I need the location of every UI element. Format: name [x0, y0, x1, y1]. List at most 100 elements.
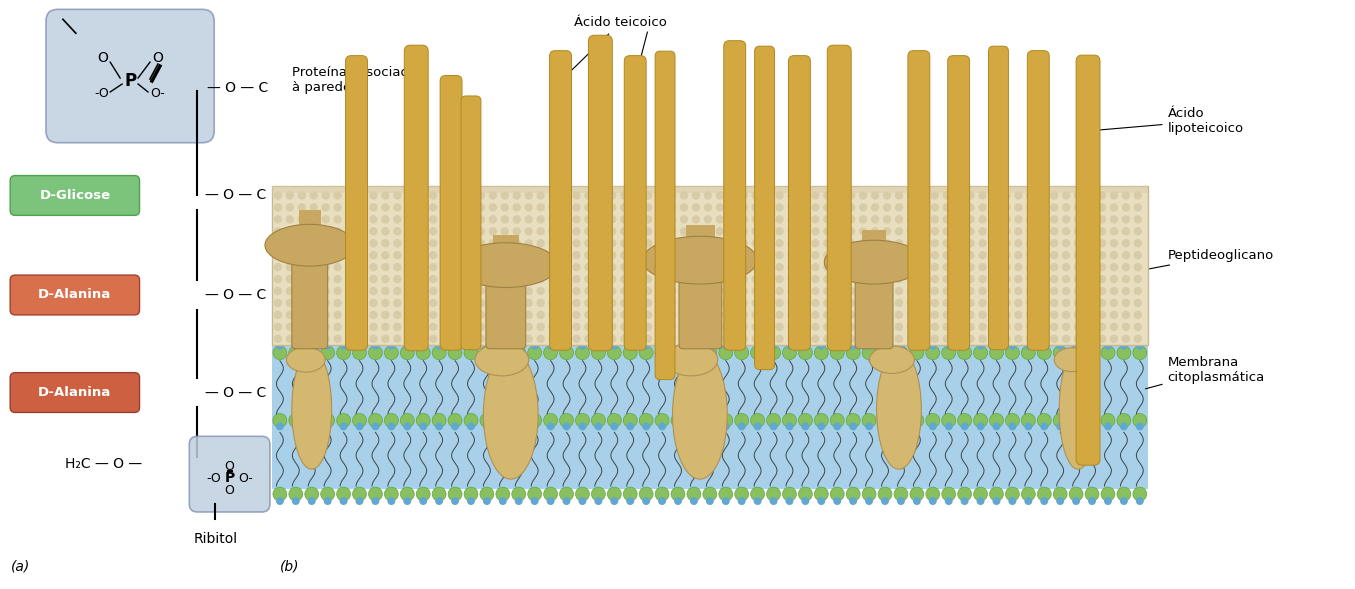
Circle shape [275, 192, 282, 199]
Circle shape [561, 264, 568, 270]
Circle shape [776, 312, 783, 319]
Circle shape [585, 264, 592, 270]
Circle shape [394, 204, 401, 211]
Text: O: O [225, 459, 234, 473]
Circle shape [1075, 312, 1081, 319]
Circle shape [931, 192, 938, 199]
Circle shape [335, 252, 341, 259]
Circle shape [275, 299, 282, 306]
Circle shape [668, 264, 676, 270]
Circle shape [382, 192, 389, 199]
Circle shape [991, 192, 999, 199]
Circle shape [477, 276, 485, 283]
Circle shape [442, 264, 449, 270]
Text: — O — C: — O — C [205, 288, 267, 302]
Circle shape [1075, 299, 1081, 306]
Circle shape [717, 299, 724, 306]
Ellipse shape [286, 348, 325, 372]
Circle shape [740, 252, 747, 259]
Circle shape [782, 346, 797, 360]
Circle shape [1024, 422, 1033, 431]
Circle shape [394, 228, 401, 235]
Circle shape [526, 204, 533, 211]
Circle shape [1134, 335, 1141, 342]
Circle shape [633, 216, 640, 223]
Circle shape [1087, 216, 1093, 223]
Text: D-Glicose: D-Glicose [39, 189, 110, 202]
Circle shape [824, 204, 831, 211]
Circle shape [370, 228, 377, 235]
Circle shape [298, 264, 305, 270]
Circle shape [454, 252, 461, 259]
Circle shape [573, 240, 580, 247]
FancyBboxPatch shape [346, 55, 367, 350]
Circle shape [812, 312, 818, 319]
Circle shape [405, 299, 413, 306]
Circle shape [501, 192, 508, 199]
Circle shape [573, 264, 580, 270]
Circle shape [352, 487, 366, 501]
Circle shape [543, 487, 557, 501]
Circle shape [322, 264, 329, 270]
Circle shape [680, 335, 687, 342]
Circle shape [961, 342, 969, 350]
Circle shape [864, 497, 873, 505]
Circle shape [645, 240, 652, 247]
Circle shape [657, 335, 664, 342]
Circle shape [850, 342, 858, 350]
Circle shape [883, 335, 890, 342]
Circle shape [687, 413, 701, 428]
Text: P: P [225, 471, 234, 485]
Circle shape [526, 228, 533, 235]
Circle shape [751, 346, 764, 360]
Circle shape [767, 413, 780, 428]
Circle shape [405, 228, 413, 235]
Bar [686, 226, 715, 284]
FancyBboxPatch shape [404, 45, 428, 350]
Circle shape [789, 312, 795, 319]
Bar [862, 230, 886, 284]
Circle shape [405, 287, 413, 294]
Circle shape [1111, 276, 1118, 283]
Circle shape [955, 216, 962, 223]
Circle shape [1003, 228, 1009, 235]
Circle shape [466, 240, 473, 247]
Circle shape [812, 216, 818, 223]
FancyBboxPatch shape [486, 278, 526, 349]
Circle shape [799, 228, 806, 235]
Circle shape [370, 335, 377, 342]
Circle shape [1053, 487, 1068, 501]
Bar [272, 186, 1148, 345]
Circle shape [358, 335, 364, 342]
Circle shape [690, 497, 698, 505]
Text: — O — C: — O — C [205, 188, 267, 203]
Circle shape [991, 228, 999, 235]
Circle shape [859, 216, 867, 223]
Circle shape [728, 192, 736, 199]
Circle shape [499, 342, 507, 350]
Circle shape [645, 264, 652, 270]
Circle shape [931, 276, 938, 283]
Circle shape [573, 312, 580, 319]
Circle shape [728, 312, 736, 319]
Circle shape [1072, 342, 1080, 350]
Circle shape [1111, 323, 1118, 330]
Circle shape [955, 240, 962, 247]
Circle shape [549, 312, 556, 319]
Circle shape [573, 192, 580, 199]
Circle shape [871, 287, 878, 294]
Circle shape [621, 287, 627, 294]
Circle shape [286, 335, 293, 342]
Circle shape [466, 216, 473, 223]
Circle shape [1005, 487, 1019, 501]
Circle shape [346, 240, 354, 247]
Circle shape [1062, 287, 1069, 294]
Circle shape [442, 252, 449, 259]
Circle shape [786, 422, 794, 431]
Circle shape [967, 204, 974, 211]
Circle shape [814, 487, 828, 501]
Circle shape [848, 323, 855, 330]
Circle shape [740, 216, 747, 223]
FancyBboxPatch shape [755, 46, 775, 370]
Circle shape [776, 228, 783, 235]
